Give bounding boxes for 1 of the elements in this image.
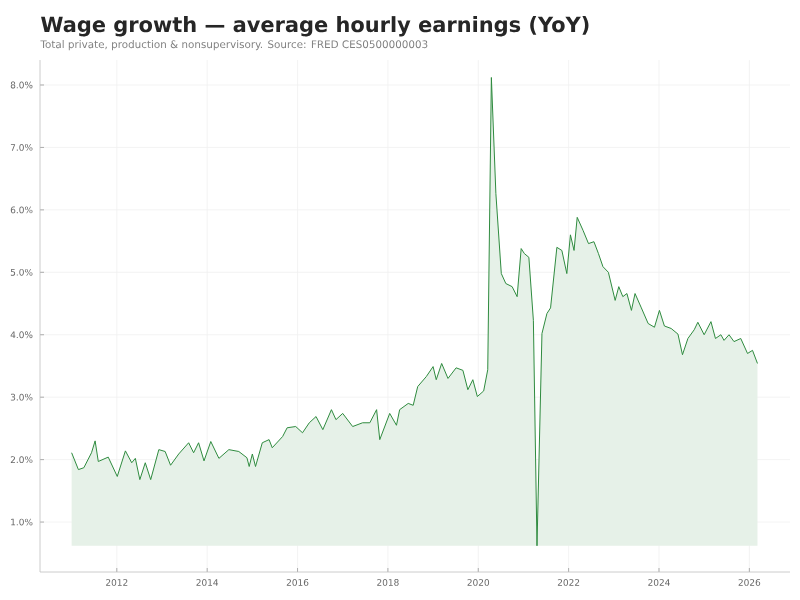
chart-title: Wage growth — average hourly earnings (YoY) [41, 16, 589, 37]
